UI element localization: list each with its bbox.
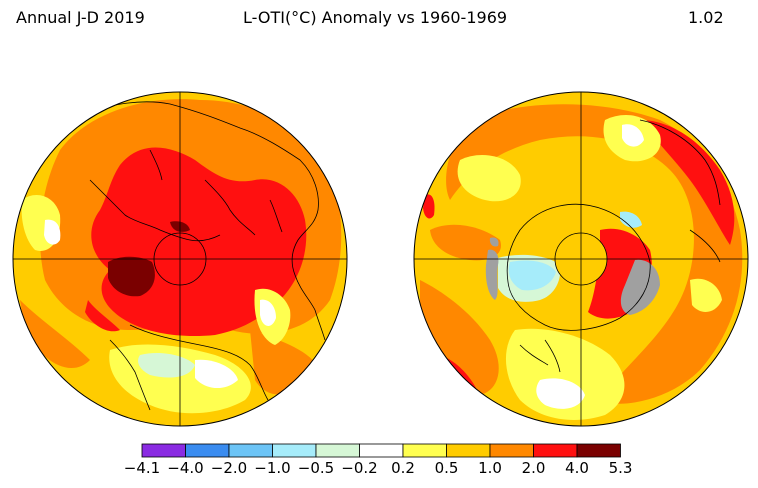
- colorbar-tick-label: 0.2: [391, 459, 415, 477]
- nh-white-patch-south: [195, 359, 238, 389]
- colorbar-swatch: [533, 443, 578, 458]
- northern-hemisphere-map: [12, 91, 348, 427]
- colorbar-tick-label: −4.0: [167, 459, 203, 477]
- southern-hemisphere-map: [413, 91, 749, 427]
- colorbar-swatch: [228, 443, 273, 458]
- nh-white-patch-east: [260, 299, 276, 326]
- sh-lightblue-dot: [620, 211, 642, 228]
- colorbar-tick-label: 2.0: [522, 459, 546, 477]
- nh-white-patch-west: [44, 219, 61, 245]
- sh-white-patch-south: [536, 378, 585, 409]
- nh-green-patch: [138, 353, 195, 378]
- sh-outline: [413, 91, 749, 427]
- colorbar-tick-label: 1.0: [478, 459, 502, 477]
- colorbar-swatch: [576, 443, 621, 458]
- global-mean-value: 1.02: [688, 8, 724, 27]
- sh-yellow-patch-east: [690, 278, 722, 312]
- nh-outline: [12, 91, 348, 427]
- nh-red-patch: [85, 300, 120, 332]
- nh-orange-region-sw: [20, 300, 90, 369]
- colorbar-tick-label: 4.0: [565, 459, 589, 477]
- colorbar-tick-label: 0.5: [435, 459, 459, 477]
- colorbar-tick-label: −2.0: [211, 459, 247, 477]
- colorbar-swatch: [446, 443, 491, 458]
- colorbar-swatch: [315, 443, 360, 458]
- colorbar-swatch: [402, 443, 447, 458]
- colorbar-swatch: [359, 443, 404, 458]
- colorbar-tick-label: −1.0: [254, 459, 290, 477]
- colorbar-swatch: [141, 443, 186, 458]
- colorbar-tick-label: 5.3: [609, 459, 633, 477]
- colorbar: −4.1 −4.0 −2.0 −1.0 −0.5 −0.2 0.2 0.5 1.0 2.0 4.0 5…: [124, 443, 633, 477]
- sh-orange-region-north: [446, 104, 743, 404]
- sh-white-patch-ne: [622, 124, 644, 147]
- colorbar-swatch: [489, 443, 534, 458]
- sh-orange-region-mid: [430, 224, 501, 261]
- colorbar-tick-label: −0.2: [341, 459, 377, 477]
- figure-title: L-OTI(°C) Anomaly vs 1960-1969: [243, 8, 508, 27]
- nh-darkred-patch: [108, 256, 155, 297]
- sh-yellow-patch-nw: [457, 155, 521, 202]
- colorbar-tick-label: −0.5: [298, 459, 334, 477]
- sh-yellow-patch-south: [505, 328, 625, 420]
- sh-lightblue-patch: [508, 260, 556, 291]
- sh-orange-region-west: [420, 280, 499, 395]
- colorbar-swatch: [272, 443, 317, 458]
- sh-gray-dot-west: [489, 237, 499, 247]
- colorbar-swatch: [185, 443, 230, 458]
- sh-red-patch-w: [423, 194, 435, 219]
- period-label: Annual J-D 2019: [16, 8, 145, 27]
- sh-gray-patch-west: [485, 249, 499, 300]
- colorbar-tick-label: −4.1: [124, 459, 160, 477]
